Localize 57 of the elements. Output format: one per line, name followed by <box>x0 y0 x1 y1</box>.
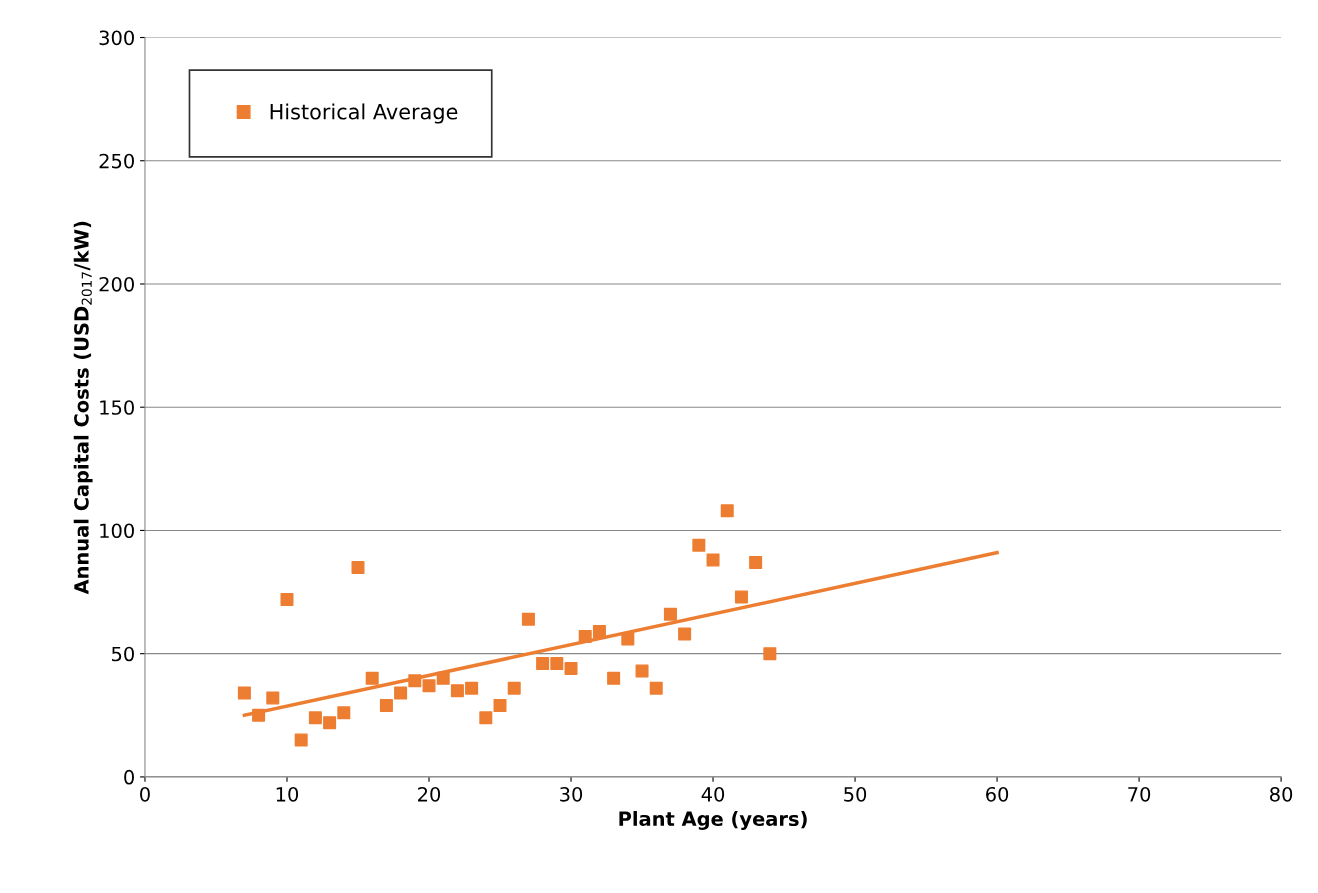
point <box>706 553 720 567</box>
point <box>294 733 308 747</box>
point <box>280 592 294 606</box>
point <box>749 555 763 569</box>
x-tick-label: 20 <box>418 786 441 802</box>
x-tick-label: 10 <box>276 786 299 802</box>
point <box>763 647 777 661</box>
y-tick-label: 200 <box>99 276 134 292</box>
point <box>493 698 507 712</box>
point <box>237 686 251 700</box>
point <box>564 661 578 675</box>
point <box>734 590 748 604</box>
point <box>379 698 393 712</box>
point <box>308 711 322 725</box>
point <box>678 627 692 641</box>
point <box>635 664 649 678</box>
point <box>266 691 280 705</box>
y-tick-label: 50 <box>112 646 134 662</box>
point <box>692 538 706 552</box>
point <box>337 706 351 720</box>
point <box>507 681 521 695</box>
x-tick-label: 40 <box>701 786 725 802</box>
y-tick-label: 100 <box>100 523 134 539</box>
point <box>607 671 621 685</box>
y-tick-label: 250 <box>99 153 134 169</box>
y-tick-label: 300 <box>99 30 134 46</box>
point <box>252 708 266 722</box>
point <box>408 674 422 688</box>
point <box>351 560 365 574</box>
point <box>521 612 535 626</box>
y-tick-label: 0 <box>124 769 134 785</box>
x-tick-label: 80 <box>1270 786 1293 802</box>
point <box>720 504 734 518</box>
point <box>592 624 606 638</box>
point <box>436 671 450 685</box>
point <box>649 681 663 695</box>
point <box>578 629 592 643</box>
x-axis-title: Plant Age (years) <box>619 811 807 830</box>
point <box>394 686 408 700</box>
x-tick-label: 70 <box>1128 786 1151 802</box>
x-tick-label: 0 <box>140 786 150 802</box>
x-tick-label: 60 <box>986 786 1009 802</box>
x-tick-label: 30 <box>560 786 583 802</box>
point <box>550 657 564 671</box>
point <box>365 671 379 685</box>
point <box>621 632 635 646</box>
point <box>663 607 677 621</box>
point <box>323 716 337 730</box>
y-axis-title: Annual Capital Costs (USD$_{2017}$/kW) <box>73 221 93 595</box>
point <box>536 657 550 671</box>
y-tick-label: 150 <box>100 400 134 415</box>
x-tick-label: 50 <box>844 786 867 802</box>
point <box>465 681 479 695</box>
point <box>422 679 436 693</box>
point <box>479 711 493 725</box>
point <box>450 684 464 698</box>
legend-label: Historical Average <box>270 103 458 124</box>
